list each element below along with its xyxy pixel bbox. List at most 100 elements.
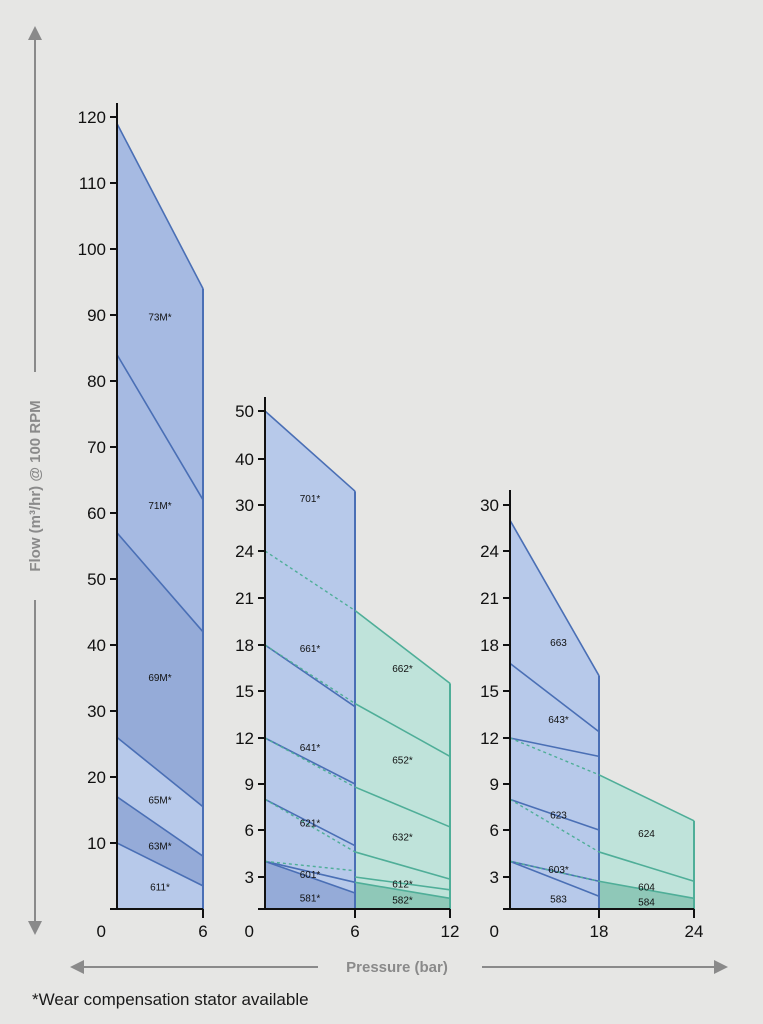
panel-2-ytick-label: 24 [235,542,254,561]
curve-71M [116,354,204,501]
band-662 [355,703,450,827]
band-641 [265,738,355,846]
y-axis-label: Flow (m³/hr) @ 100 RPM [27,400,44,571]
panel-2-ytick-label: 50 [235,402,254,421]
x-arrow-left-icon [70,960,84,974]
panel-2-xtick-label: 0 [245,922,254,941]
series-label: 584 [638,898,655,909]
y-arrow-up-icon [28,26,42,40]
band-652 [355,787,450,880]
curve-65M [116,736,204,808]
panel-1-xtick-label: 6 [198,922,207,941]
series-label: 661* [300,644,321,655]
panel-3-ytick-label: 3 [490,868,499,887]
band-584 [599,881,694,909]
panel-3-ytick-label: 6 [490,821,499,840]
panel-3-ytick-label: 15 [480,682,499,701]
series-label: 73M* [148,313,171,324]
panel-1-ytick-label: 10 [87,834,106,853]
y-arrow-down-icon [28,921,42,935]
curve-621 [264,798,356,847]
curve-stage-2 [354,609,451,684]
curve-73M [116,123,204,289]
dashed-curve [264,798,356,853]
panel-2: 581* 601* 621* 641* 661* 701* 582* 612* 632* 652*… [235,397,459,941]
panel-1-ytick-label: 100 [78,240,106,259]
curve-601 [264,860,356,884]
series-label: 71M* [148,501,171,512]
series-label: 662* [392,664,413,675]
curve-69M [116,532,204,633]
panel-3-xtick-label: 24 [685,922,704,941]
series-label: 604 [638,883,655,894]
series-label: 603* [548,865,569,876]
series-label: 583 [550,894,567,905]
curve-583 [509,860,600,897]
panel-2-ytick-label: 3 [245,868,254,887]
panel-2-ytick-label: 21 [235,589,254,608]
panel-3-ytick-label: 24 [480,542,499,561]
curve-top [509,519,600,677]
panel-1-ytick-label: 110 [79,174,106,193]
series-label: 601* [300,870,321,881]
band-643 [510,738,599,830]
curve-611 [116,842,204,887]
panel-1-ytick-label: 50 [87,570,106,589]
footnote: *Wear compensation stator available [32,990,309,1009]
curve-stage-2 [354,876,451,891]
series-label: 663 [550,638,567,649]
band-701 [265,411,355,707]
band-623 [510,799,599,882]
series-label: 63M* [148,841,171,852]
curve-623 [509,798,600,831]
series-label: 69M* [148,673,171,684]
band-63M [117,796,203,886]
band-65M [117,737,203,857]
band-73M [117,123,203,500]
panel-3-ytick-label: 12 [480,729,499,748]
band-632 [355,851,450,890]
band-621 [265,799,355,883]
panel-2-ytick-label: 15 [235,682,254,701]
series-label: 582* [392,895,413,906]
panel-1-ytick-label: 40 [87,636,106,655]
band-71M [117,354,203,632]
panel-3-ytick-label: 18 [480,636,499,655]
panel-1-ytick-label: 120 [78,108,106,127]
panel-3-xtick-label: 0 [490,922,499,941]
curve-stage-2 [598,851,695,883]
panel-1-ytick-label: 70 [87,438,106,457]
curve-581 [264,860,356,894]
dashed-curve [264,737,356,788]
panel-3-ytick-label: 21 [480,589,499,608]
series-label: 621* [300,818,321,829]
curve-stage-2 [354,702,451,758]
series-label: 701* [300,494,321,505]
band-583 [510,861,599,909]
band-top [355,610,450,757]
panel-2-ytick-label: 6 [245,821,254,840]
band-top [510,520,599,732]
band-69M [117,532,203,807]
band-stage-2 [599,774,694,882]
panel-2-xtick-label: 6 [350,922,359,941]
panel-1-ytick-label: 30 [87,702,106,721]
panel-3-ytick-label: 9 [490,775,499,794]
band-581 [265,861,355,909]
panel-2-ytick-label: 40 [235,450,254,469]
curve-701 [264,410,356,492]
curve-603 [509,860,600,883]
series-label: 624 [638,829,655,840]
panel-2-ytick-label: 18 [235,636,254,655]
panel-1-ytick-label: 20 [87,768,106,787]
series-label: 652* [392,755,413,766]
panel-3-ytick-label: 30 [480,496,499,515]
curve-stage-2 [354,881,451,900]
curve-63M [116,796,204,857]
panel-1-xtick-label: 0 [97,922,106,941]
series-label: 643* [548,715,569,726]
dashed-curve [509,737,600,776]
band-611 [117,843,203,909]
curve-stage-2 [354,851,451,880]
